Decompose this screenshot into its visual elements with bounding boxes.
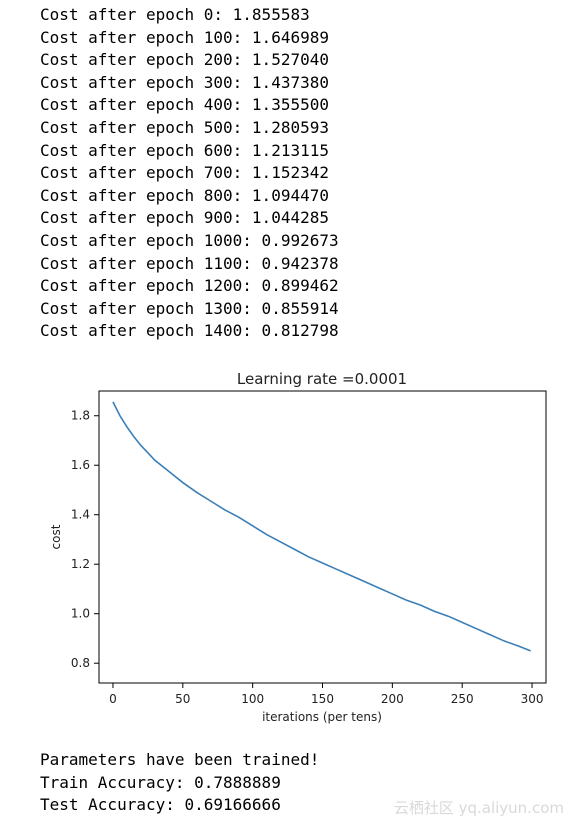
cost-log-line: Cost after epoch 0: 1.855583 [40, 5, 310, 24]
learning-curve-chart: Learning rate =0.0001 0.8 1.0 1.2 1.4 1.6 1.8… [49, 370, 547, 724]
training-result: Parameters have been trained! Train Accur… [40, 749, 319, 817]
cost-log-line: Cost after epoch 1000: 0.992673 [40, 230, 339, 250]
watermark-logo: 云栖社区 yq.aliyun.com [393, 799, 564, 817]
result-line: Parameters have been trained! [40, 750, 320, 769]
plot-area-frame [98, 390, 547, 684]
y-tick-label: 1.2 [71, 557, 90, 571]
x-tick-label: 0 [109, 692, 117, 706]
x-tick-label: 250 [451, 692, 474, 706]
cost-log-line: Cost after epoch 1400: 0.812798 [40, 321, 339, 341]
y-tick-label: 1.8 [71, 409, 90, 423]
cost-log-line: Cost after epoch 1100: 0.942378 [40, 253, 339, 273]
y-tick-label: 1.4 [71, 508, 90, 522]
cost-curve-line [112, 401, 531, 652]
cost-log-line: Cost after epoch 1200: 0.899462 [40, 276, 339, 296]
x-axis: 0 50 100 150 200 250 300 [109, 683, 543, 706]
cost-log-line: Cost after epoch 500: 1.280593 [40, 117, 329, 137]
cost-log-line: Cost after epoch 100: 1.646989 [40, 27, 329, 47]
cost-log-line: Cost after epoch 400: 1.355500 [40, 95, 329, 115]
y-tick-label: 0.8 [71, 656, 90, 670]
y-tick-label: 1.6 [71, 458, 90, 472]
cost-log-line: Cost after epoch 300: 1.437380 [40, 72, 329, 92]
result-line: Test Accuracy: 0.69166666 [40, 795, 281, 815]
chart-title: Learning rate =0.0001 [237, 370, 407, 388]
cost-log-line: Cost after epoch 200: 1.527040 [40, 50, 329, 70]
cost-log-line: Cost after epoch 800: 1.094470 [40, 185, 329, 205]
cost-log: Cost after epoch 0: 1.855583 Cost after e… [40, 4, 339, 343]
x-tick-label: 100 [241, 692, 264, 706]
cost-log-line: Cost after epoch 600: 1.213115 [40, 140, 329, 160]
x-tick-label: 200 [381, 692, 404, 706]
y-axis-label: cost [49, 524, 63, 549]
cost-log-line: Cost after epoch 900: 1.044285 [40, 208, 329, 228]
cost-log-line: Cost after epoch 700: 1.152342 [40, 163, 329, 183]
y-axis: 0.8 1.0 1.2 1.4 1.6 1.8 [71, 409, 99, 670]
x-tick-label: 150 [311, 692, 334, 706]
x-axis-label: iterations (per tens) [262, 710, 382, 724]
result-line: Train Accuracy: 0.7888889 [40, 772, 281, 792]
x-tick-label: 300 [521, 692, 544, 706]
cost-log-line: Cost after epoch 1300: 0.855914 [40, 298, 339, 318]
y-tick-label: 1.0 [71, 607, 90, 621]
x-tick-label: 50 [175, 692, 190, 706]
